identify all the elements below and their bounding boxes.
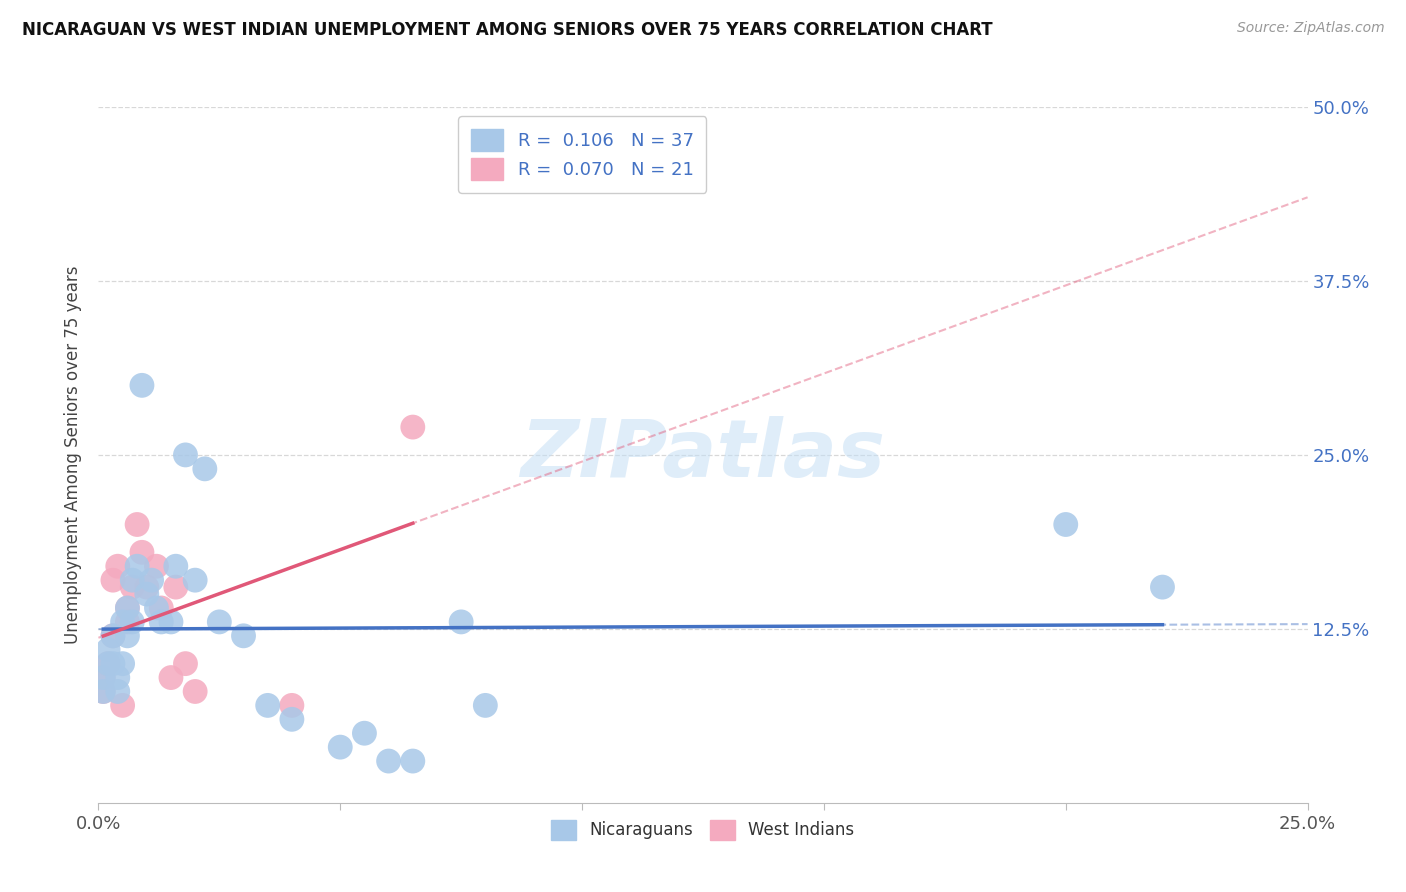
Point [111, 657, 134, 671]
Point [184, 573, 207, 587]
Point [131, 545, 153, 559]
Point [402, 420, 425, 434]
Point [117, 601, 139, 615]
Point [165, 580, 187, 594]
Point [174, 657, 197, 671]
Legend: Nicaraguans, West Indians: Nicaraguans, West Indians [544, 813, 862, 847]
Point [150, 615, 173, 629]
Point [101, 629, 124, 643]
Point [145, 559, 167, 574]
Point [121, 615, 143, 629]
Point [91, 671, 114, 685]
Point [131, 378, 153, 392]
Point [281, 698, 304, 713]
Point [101, 573, 124, 587]
Point [402, 754, 425, 768]
Point [174, 448, 197, 462]
Point [377, 754, 399, 768]
Point [117, 601, 139, 615]
Point [97, 642, 120, 657]
Point [121, 573, 143, 587]
Point [1152, 580, 1174, 594]
Point [127, 517, 149, 532]
Point [450, 615, 472, 629]
Point [135, 580, 157, 594]
Point [91, 684, 114, 698]
Point [353, 726, 375, 740]
Point [194, 462, 217, 476]
Point [165, 559, 187, 574]
Point [107, 671, 129, 685]
Point [141, 573, 163, 587]
Point [150, 601, 173, 615]
Point [107, 559, 129, 574]
Point [97, 657, 120, 671]
Point [1054, 517, 1077, 532]
Point [97, 657, 120, 671]
Point [135, 587, 157, 601]
Point [184, 684, 207, 698]
Point [160, 671, 183, 685]
Y-axis label: Unemployment Among Seniors over 75 years: Unemployment Among Seniors over 75 years [65, 266, 83, 644]
Point [281, 712, 304, 726]
Text: NICARAGUAN VS WEST INDIAN UNEMPLOYMENT AMONG SENIORS OVER 75 YEARS CORRELATION C: NICARAGUAN VS WEST INDIAN UNEMPLOYMENT A… [22, 21, 993, 38]
Point [117, 615, 139, 629]
Point [121, 580, 143, 594]
Point [101, 629, 124, 643]
Point [101, 657, 124, 671]
Point [117, 629, 139, 643]
Point [127, 559, 149, 574]
Point [111, 615, 134, 629]
Text: Source: ZipAtlas.com: Source: ZipAtlas.com [1237, 21, 1385, 35]
Point [145, 601, 167, 615]
Point [111, 698, 134, 713]
Point [91, 671, 114, 685]
Point [256, 698, 278, 713]
Point [91, 684, 114, 698]
Point [232, 629, 254, 643]
Point [160, 615, 183, 629]
Point [329, 740, 352, 755]
Text: ZIPatlas: ZIPatlas [520, 416, 886, 494]
Point [107, 684, 129, 698]
Point [474, 698, 496, 713]
Point [208, 615, 231, 629]
